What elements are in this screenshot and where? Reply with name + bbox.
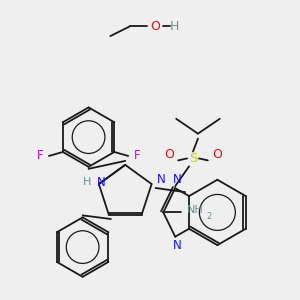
Text: H: H — [83, 177, 91, 187]
Text: O: O — [212, 148, 222, 161]
Text: F: F — [37, 149, 44, 162]
Text: F: F — [134, 149, 140, 162]
Text: N: N — [157, 172, 166, 186]
Text: N: N — [97, 176, 105, 188]
Text: N: N — [173, 239, 182, 252]
Text: N: N — [173, 173, 182, 186]
Text: S: S — [189, 152, 197, 165]
Text: O: O — [164, 148, 174, 161]
Text: O: O — [150, 20, 160, 33]
Text: H: H — [170, 20, 179, 33]
Text: 2: 2 — [206, 212, 212, 221]
Text: NH: NH — [187, 206, 203, 215]
